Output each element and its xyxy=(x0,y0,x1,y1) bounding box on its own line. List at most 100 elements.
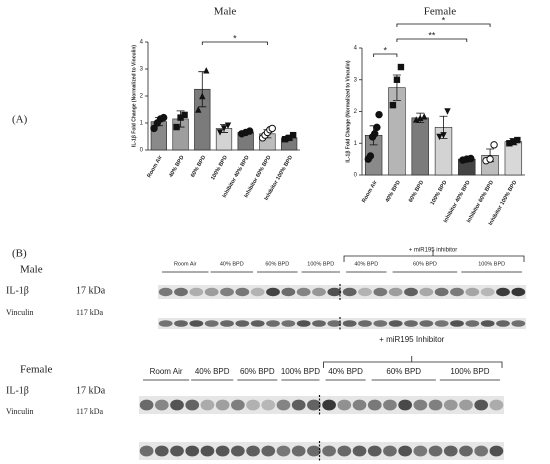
group-label: 40% BPD xyxy=(328,367,363,376)
blot-band xyxy=(342,320,357,327)
y-tick-label: 1 xyxy=(354,141,358,147)
blot-band xyxy=(246,399,260,411)
significance-label: * xyxy=(442,15,446,25)
group-label: 60% BPD xyxy=(240,367,275,376)
blot-band xyxy=(383,399,397,411)
y-tick-label: 4 xyxy=(354,46,358,52)
blot-band xyxy=(352,399,367,411)
blot-band xyxy=(465,287,480,297)
treatment-label: + miR195 Inhibitor xyxy=(379,335,444,344)
blot-band xyxy=(480,287,495,297)
blot-strip xyxy=(139,396,504,414)
group-label: 40% BPD xyxy=(220,261,244,267)
blot-band xyxy=(459,399,473,411)
blot-band xyxy=(388,287,403,297)
blot-strip xyxy=(139,442,504,460)
blot-band xyxy=(189,320,204,327)
blot-band xyxy=(352,445,367,457)
blot-band xyxy=(398,399,412,411)
blot-band xyxy=(434,287,449,297)
data-point xyxy=(510,138,517,145)
data-point xyxy=(366,152,375,160)
blot-band xyxy=(200,399,215,411)
group-label: 60% BPD xyxy=(413,261,437,267)
blot-band xyxy=(307,445,321,457)
data-point xyxy=(486,155,494,163)
blot-band xyxy=(367,445,382,457)
blot-band xyxy=(158,287,173,297)
blot-target-kda: 17 kDa xyxy=(76,385,106,396)
data-point xyxy=(216,129,224,136)
blot-band xyxy=(322,399,336,411)
data-point xyxy=(421,113,428,120)
y-tick-label: 1 xyxy=(140,121,144,127)
blot-band xyxy=(154,445,169,457)
blot-band xyxy=(404,320,418,327)
blot-band xyxy=(511,287,526,297)
blot-band xyxy=(450,287,464,297)
blot-strip xyxy=(158,318,526,329)
blot-band xyxy=(443,399,458,411)
chart-title: Female xyxy=(424,6,456,18)
significance-label: * xyxy=(384,45,388,55)
significance-bracket xyxy=(396,38,468,42)
blot-loading: Vinculin xyxy=(6,407,34,416)
group-label: 100% BPD xyxy=(281,367,320,376)
blot-band xyxy=(373,320,388,327)
blot-band xyxy=(428,445,443,457)
data-point xyxy=(506,140,513,147)
data-point xyxy=(203,67,210,74)
y-tick-label: 4 xyxy=(140,40,144,46)
data-point xyxy=(246,127,254,135)
blot-band xyxy=(261,399,276,411)
data-point xyxy=(393,76,401,83)
blot-band xyxy=(413,445,428,457)
blot-band xyxy=(489,399,504,411)
treatment-label: + miR195 inhibitor xyxy=(409,248,458,254)
x-tick-label: 100% BPD xyxy=(210,155,229,182)
blot-band xyxy=(307,399,321,411)
blot-band xyxy=(398,445,412,457)
data-point xyxy=(159,113,168,122)
blot-band xyxy=(220,320,234,327)
blot-band xyxy=(358,320,372,327)
blot-band xyxy=(215,399,230,411)
data-point xyxy=(389,101,397,109)
blot-band xyxy=(296,320,311,327)
blot-band xyxy=(266,287,280,297)
blot-band xyxy=(281,320,296,327)
blot-band xyxy=(358,287,372,297)
treatment-brace xyxy=(323,356,503,368)
blot-band xyxy=(337,399,352,411)
blot-band xyxy=(296,287,311,297)
treatment-brace xyxy=(343,250,525,262)
blot-band xyxy=(383,445,397,457)
blot-band xyxy=(246,445,260,457)
blot-band xyxy=(291,445,306,457)
significance-label: ** xyxy=(428,30,436,40)
blot-band xyxy=(413,399,428,411)
blot-band xyxy=(139,445,154,457)
y-tick-label: 2 xyxy=(140,94,144,100)
data-point xyxy=(397,63,405,71)
blot-band xyxy=(231,399,245,411)
data-point xyxy=(224,122,232,129)
blot-band xyxy=(276,445,291,457)
data-point xyxy=(514,136,521,144)
blot-band xyxy=(174,320,188,327)
blot-band xyxy=(170,445,184,457)
blot-band xyxy=(139,399,154,411)
blot-band xyxy=(474,445,489,457)
blot-band xyxy=(480,320,495,327)
blot-band xyxy=(496,287,510,297)
blot-band xyxy=(266,320,280,327)
blot-band xyxy=(388,320,403,327)
y-axis-label: IL-1β Fold Change (Normalized to Vinculi… xyxy=(131,45,137,147)
group-label: Room Air xyxy=(150,367,183,376)
group-label: 60% BPD xyxy=(386,367,421,376)
blot-band xyxy=(312,287,326,297)
blot-band xyxy=(154,399,169,411)
data-point xyxy=(371,130,379,138)
data-point xyxy=(199,92,206,100)
